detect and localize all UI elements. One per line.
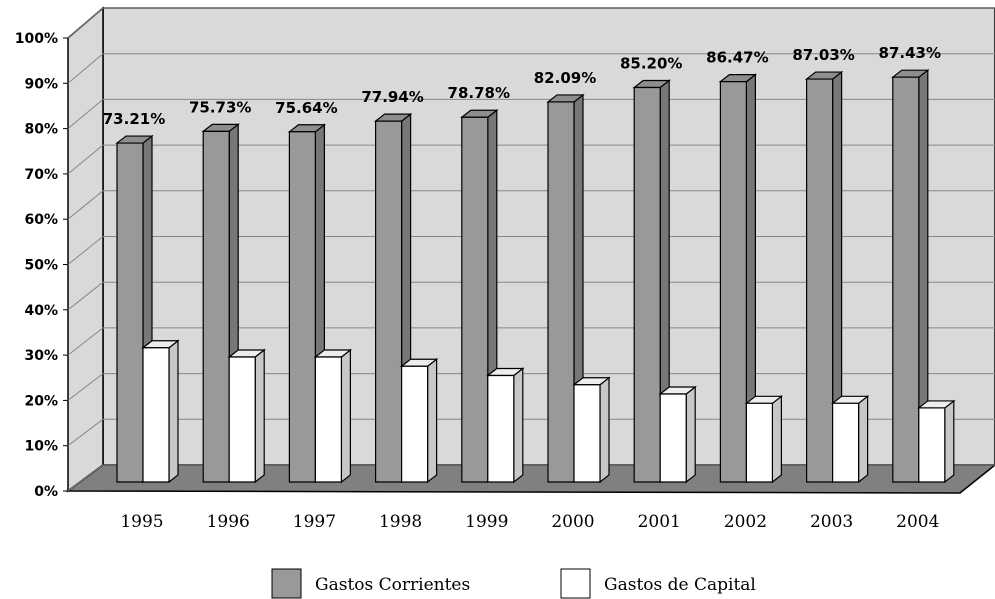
legend-label: Gastos de Capital xyxy=(604,575,756,595)
grid-line xyxy=(67,464,104,492)
x-tick-label: 2001 xyxy=(638,512,681,532)
value-label: 73.21% xyxy=(103,110,165,128)
bar-side xyxy=(857,395,869,484)
x-tick-label: 1998 xyxy=(379,512,422,532)
grid-line xyxy=(67,373,104,401)
x-tick-label: 1999 xyxy=(465,512,508,532)
bar xyxy=(830,395,870,484)
bar-front xyxy=(375,120,403,483)
bar xyxy=(313,348,353,484)
y-tick-label: 80% xyxy=(24,122,58,138)
bar-side xyxy=(340,348,351,484)
bar xyxy=(572,376,611,484)
value-label: 87.43% xyxy=(879,44,941,62)
grid-line xyxy=(67,53,104,84)
x-tick-label: 2002 xyxy=(724,512,767,532)
bar xyxy=(632,79,671,484)
bar-front xyxy=(487,374,515,483)
grid-line xyxy=(67,418,104,447)
x-tick-label: 1997 xyxy=(293,512,336,532)
bar xyxy=(399,358,439,484)
y-tick-label: 30% xyxy=(24,348,58,364)
x-tick-label: 2000 xyxy=(551,512,594,532)
bar-front xyxy=(314,356,342,483)
bar-side xyxy=(254,348,265,484)
bar-front xyxy=(401,365,429,483)
value-label: 78.78% xyxy=(448,84,510,102)
y-tick-label: 60% xyxy=(24,212,58,228)
bar xyxy=(891,68,930,484)
x-tick-label: 1996 xyxy=(207,512,250,532)
value-label: 77.94% xyxy=(361,88,423,106)
grid-line xyxy=(67,99,104,129)
value-label: 75.73% xyxy=(189,98,251,116)
bar xyxy=(744,395,784,484)
legend-swatch xyxy=(560,568,591,599)
y-tick-label: 10% xyxy=(24,439,58,455)
bar xyxy=(486,367,525,484)
bar xyxy=(227,348,266,484)
side-wall xyxy=(67,6,104,493)
legend-label: Gastos Corrientes xyxy=(315,575,470,595)
x-tick-label: 1995 xyxy=(120,512,163,532)
bar-side xyxy=(427,358,438,484)
bar-front xyxy=(547,101,575,483)
y-tick-label: 70% xyxy=(24,167,58,183)
bar xyxy=(718,73,758,484)
grid-line xyxy=(67,236,104,265)
bar-front xyxy=(461,116,489,483)
bar-side xyxy=(599,376,610,484)
bar xyxy=(917,399,956,484)
bar-front xyxy=(573,384,601,483)
bar-side xyxy=(685,385,696,484)
bar-front xyxy=(288,131,316,483)
value-label: 82.09% xyxy=(534,69,596,87)
value-label: 87.03% xyxy=(792,46,854,64)
bar-side xyxy=(513,367,524,484)
bar-front xyxy=(228,356,256,483)
bar-front xyxy=(892,76,920,483)
y-tick-label: 40% xyxy=(24,303,58,319)
bar-front xyxy=(659,393,687,483)
bar-front xyxy=(831,402,860,483)
value-label: 86.47% xyxy=(706,49,768,67)
legend-swatch xyxy=(271,568,302,599)
bar-front xyxy=(745,402,774,483)
bar-front xyxy=(719,81,748,483)
value-label: 75.64% xyxy=(275,99,337,117)
bar-front xyxy=(918,407,946,483)
bar-front xyxy=(805,78,834,483)
bar-side xyxy=(771,395,783,484)
value-label: 85.20% xyxy=(620,55,682,73)
y-tick-label: 100% xyxy=(15,31,58,47)
grid-line xyxy=(67,281,104,311)
bar-side xyxy=(944,399,955,484)
bar-front xyxy=(142,347,170,483)
bar xyxy=(658,385,697,484)
y-tick-label: 50% xyxy=(24,258,58,274)
y-tick-label: 20% xyxy=(24,393,58,409)
grid-line xyxy=(67,7,104,39)
y-tick-label: 0% xyxy=(34,484,58,500)
grid-line xyxy=(67,144,104,175)
bar-front xyxy=(633,86,661,483)
x-tick-label: 2004 xyxy=(896,512,939,532)
x-tick-label: 2003 xyxy=(810,512,853,532)
grid-line xyxy=(67,190,104,220)
bar-front xyxy=(202,130,230,483)
bar-front xyxy=(116,142,144,483)
y-tick-label: 90% xyxy=(24,76,58,92)
bar xyxy=(141,339,180,484)
bar xyxy=(804,70,844,484)
grid-line xyxy=(67,327,104,356)
bar-side xyxy=(168,339,179,484)
